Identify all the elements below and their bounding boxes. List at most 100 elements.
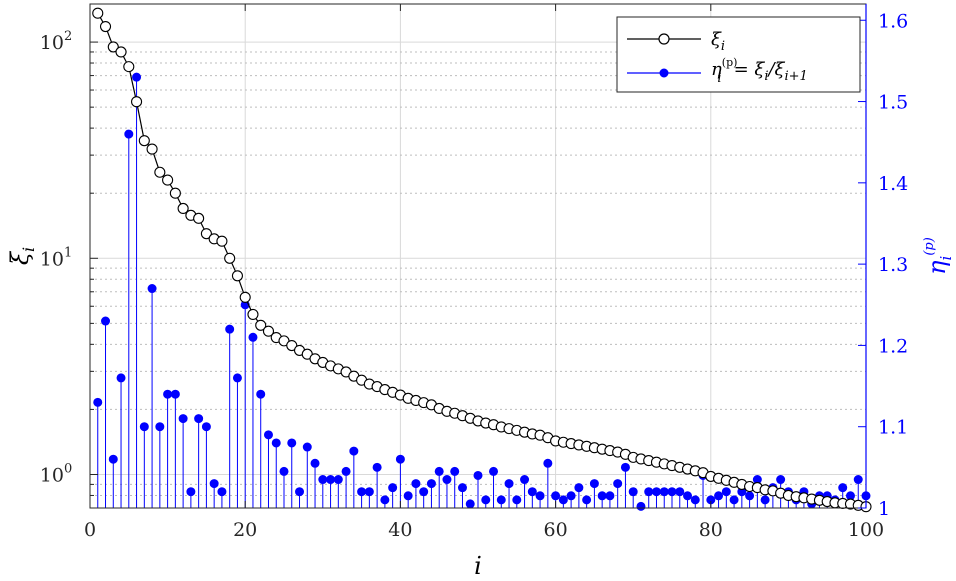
eta-point bbox=[116, 373, 126, 383]
x-tick-label: 20 bbox=[233, 519, 257, 541]
x-tick-label: 40 bbox=[388, 519, 412, 541]
y-right-label-main: η bbox=[923, 260, 951, 275]
eta-point bbox=[551, 491, 561, 501]
eta-point bbox=[279, 466, 289, 476]
eta-point bbox=[217, 487, 227, 497]
eta-point bbox=[853, 475, 863, 485]
y-right-tick-label: 1.2 bbox=[878, 335, 908, 357]
legend-eta-rhs-1-sub: i bbox=[764, 69, 768, 84]
xi-point bbox=[138, 135, 150, 147]
eta-point bbox=[349, 446, 359, 456]
eta-point bbox=[411, 479, 421, 489]
eta-point bbox=[101, 316, 111, 326]
eta-point bbox=[644, 487, 654, 497]
eta-point bbox=[403, 491, 413, 501]
xi-point bbox=[216, 235, 228, 247]
eta-point bbox=[170, 389, 180, 399]
eta-point bbox=[450, 466, 460, 476]
eta-point bbox=[620, 462, 630, 472]
x-tick-label: 0 bbox=[84, 519, 96, 541]
eta-point bbox=[651, 487, 661, 497]
eta-point bbox=[605, 491, 615, 501]
eta-point bbox=[201, 422, 211, 432]
eta-point bbox=[310, 458, 320, 468]
eta-point bbox=[589, 479, 599, 489]
eta-point bbox=[527, 487, 537, 497]
eta-point bbox=[745, 491, 755, 501]
x-axis-label: i bbox=[474, 552, 482, 580]
eta-point bbox=[108, 454, 118, 464]
legend-xi-label: ξi bbox=[711, 29, 725, 54]
y-left-tick-label: 100 bbox=[40, 462, 72, 487]
xi-point bbox=[115, 46, 127, 58]
x-tick-label: 60 bbox=[544, 519, 568, 541]
eta-point bbox=[659, 487, 669, 497]
legend-eta-sub: i bbox=[717, 71, 721, 86]
xi-point bbox=[286, 339, 298, 352]
y-left-tick-label: 102 bbox=[40, 29, 72, 54]
legend-xi-sub: i bbox=[721, 39, 725, 54]
eta-point bbox=[318, 475, 328, 485]
eta-point bbox=[395, 454, 405, 464]
xi-point bbox=[99, 20, 112, 33]
xi-point bbox=[177, 202, 189, 215]
eta-point bbox=[683, 491, 693, 501]
legend-xi-marker bbox=[658, 33, 670, 45]
eta-point bbox=[388, 483, 398, 493]
eta-point bbox=[256, 389, 266, 399]
eta-point bbox=[163, 389, 173, 399]
eta-point bbox=[535, 491, 545, 501]
xi-point bbox=[193, 212, 205, 224]
legend-eta-rhs-2: /ξ bbox=[766, 59, 785, 80]
eta-point bbox=[496, 495, 506, 505]
eta-point bbox=[194, 414, 204, 424]
xi-point bbox=[231, 270, 243, 282]
eta-point bbox=[357, 487, 367, 497]
eta-point bbox=[714, 491, 724, 501]
xi-point bbox=[255, 319, 267, 331]
y-right-tick-label: 1 bbox=[878, 498, 890, 520]
xi-series bbox=[92, 7, 872, 513]
eta-point bbox=[209, 479, 219, 489]
xi-point bbox=[107, 41, 119, 53]
x-tick-label: 100 bbox=[848, 519, 884, 541]
xi-point bbox=[92, 7, 104, 19]
xi-point bbox=[247, 308, 259, 320]
eta-point bbox=[139, 422, 149, 432]
eta-point bbox=[574, 483, 584, 493]
y-right-label-sub: i bbox=[937, 255, 955, 260]
grid bbox=[90, 4, 866, 509]
eta-series bbox=[93, 72, 871, 511]
eta-point bbox=[426, 479, 436, 489]
legend-eta-main: η bbox=[711, 59, 722, 80]
eta-point bbox=[124, 129, 134, 139]
y-left-label-sub: i bbox=[19, 247, 38, 252]
y-right-tick-label: 1.4 bbox=[878, 173, 908, 195]
eta-point bbox=[341, 466, 351, 476]
eta-point bbox=[776, 475, 786, 485]
eta-point bbox=[225, 324, 235, 334]
eta-point bbox=[504, 479, 514, 489]
y-right-tick-label: 1.3 bbox=[878, 254, 908, 276]
eta-point bbox=[232, 373, 242, 383]
eta-point bbox=[364, 487, 374, 497]
x-tick-label: 80 bbox=[699, 519, 723, 541]
xi-point bbox=[146, 143, 158, 155]
xi-point bbox=[262, 325, 275, 337]
legend: ξi η(p) i = ξi/ξi+1 bbox=[616, 16, 861, 93]
xi-point bbox=[154, 166, 166, 178]
y-left-tick-label: 101 bbox=[40, 245, 72, 270]
eta-point bbox=[613, 479, 623, 489]
eta-point bbox=[178, 414, 188, 424]
eta-point bbox=[186, 487, 196, 497]
eta-point bbox=[690, 495, 700, 505]
xi-point bbox=[224, 252, 236, 264]
eta-point bbox=[155, 422, 165, 432]
xi-point bbox=[123, 61, 135, 73]
eta-point bbox=[302, 442, 312, 452]
eta-point bbox=[558, 495, 568, 505]
eta-point bbox=[465, 499, 475, 509]
eta-point bbox=[263, 430, 273, 440]
y-right-tick-label: 1.6 bbox=[878, 10, 908, 32]
